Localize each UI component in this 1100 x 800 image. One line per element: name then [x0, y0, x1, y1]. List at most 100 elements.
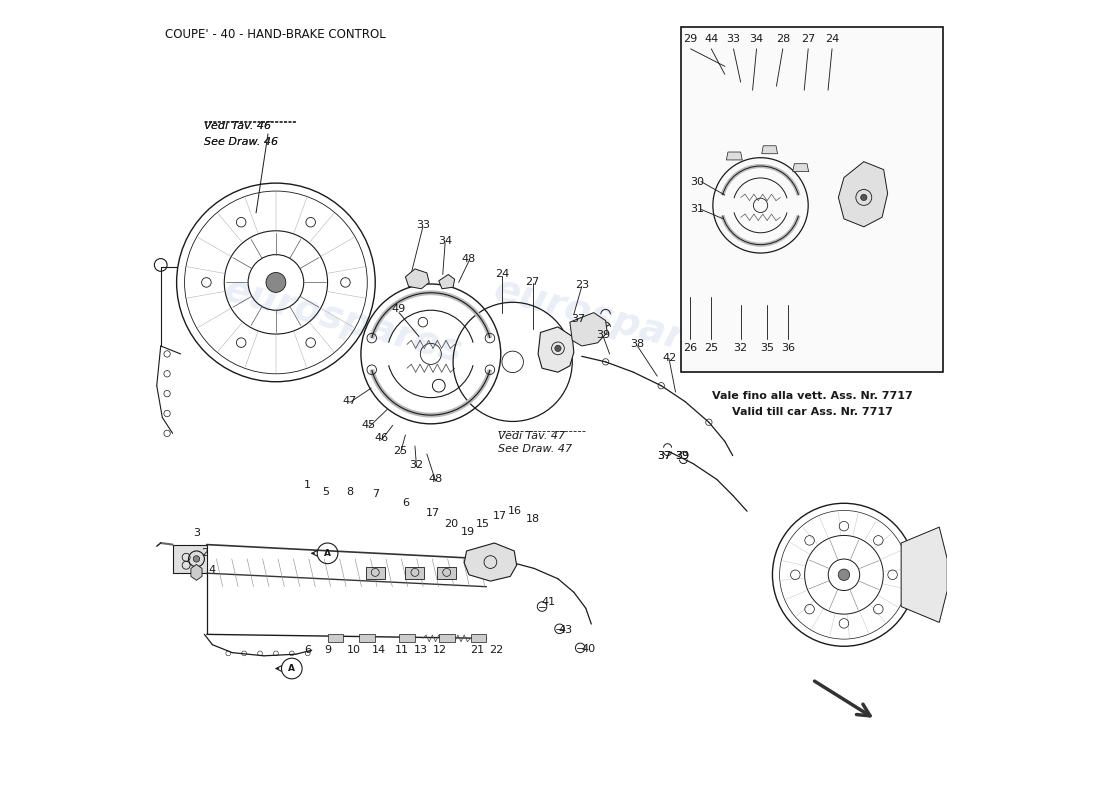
Text: 27: 27 — [801, 34, 815, 43]
Text: 43: 43 — [559, 626, 573, 635]
Polygon shape — [406, 269, 429, 289]
Text: 3: 3 — [192, 529, 200, 538]
Text: 25: 25 — [704, 343, 718, 354]
Text: 15: 15 — [475, 519, 490, 529]
Text: Vedi Tav. 46: Vedi Tav. 46 — [205, 121, 272, 131]
Text: 13: 13 — [415, 646, 428, 655]
Text: 4: 4 — [209, 565, 216, 575]
Text: 41: 41 — [541, 597, 556, 606]
Text: 33: 33 — [416, 220, 430, 230]
Text: 29: 29 — [683, 34, 697, 43]
Text: COUPE' - 40 - HAND-BRAKE CONTROL: COUPE' - 40 - HAND-BRAKE CONTROL — [165, 28, 385, 41]
Text: 37: 37 — [571, 314, 585, 324]
Text: 45: 45 — [362, 421, 376, 430]
Text: 14: 14 — [372, 646, 385, 655]
Text: A: A — [324, 549, 331, 558]
Text: Vale fino alla vett. Ass. Nr. 7717: Vale fino alla vett. Ass. Nr. 7717 — [712, 391, 913, 401]
Text: 16: 16 — [508, 506, 522, 516]
Circle shape — [554, 345, 561, 351]
Circle shape — [860, 194, 867, 201]
Text: 47: 47 — [343, 396, 356, 406]
Text: 10: 10 — [346, 646, 361, 655]
Circle shape — [266, 273, 286, 292]
Text: 11: 11 — [395, 646, 408, 655]
Text: 32: 32 — [409, 460, 424, 470]
Text: 35: 35 — [760, 343, 774, 354]
Text: 2: 2 — [201, 547, 208, 558]
Text: 6: 6 — [305, 646, 311, 655]
Text: eurospares: eurospares — [490, 270, 737, 370]
Text: See Draw. 47: See Draw. 47 — [498, 444, 572, 454]
Polygon shape — [191, 565, 202, 580]
Text: 5: 5 — [322, 487, 330, 497]
Polygon shape — [173, 545, 207, 573]
Text: 34: 34 — [749, 34, 763, 43]
Text: 23: 23 — [574, 280, 589, 290]
Text: 24: 24 — [495, 270, 509, 279]
Text: 32: 32 — [734, 343, 748, 354]
Text: See Draw. 46: See Draw. 46 — [205, 137, 278, 147]
Text: 40: 40 — [581, 645, 595, 654]
Polygon shape — [437, 567, 456, 578]
Text: 19: 19 — [461, 527, 475, 537]
Text: 12: 12 — [433, 646, 448, 655]
Text: 36: 36 — [781, 343, 795, 354]
Text: 49: 49 — [392, 305, 406, 314]
Text: Vedi Tav. 47: Vedi Tav. 47 — [498, 430, 565, 441]
Polygon shape — [464, 543, 517, 581]
Text: 21: 21 — [470, 646, 484, 655]
Text: 24: 24 — [825, 34, 839, 43]
Polygon shape — [365, 567, 385, 578]
Text: 26: 26 — [683, 343, 697, 354]
Polygon shape — [901, 527, 947, 622]
Text: 17: 17 — [493, 511, 507, 521]
Polygon shape — [471, 634, 486, 642]
Polygon shape — [399, 634, 415, 642]
Circle shape — [188, 551, 205, 567]
Text: 48: 48 — [462, 254, 476, 264]
Text: 39: 39 — [675, 450, 690, 461]
Text: 38: 38 — [630, 339, 645, 350]
Polygon shape — [360, 634, 375, 642]
Text: 37: 37 — [658, 450, 671, 461]
Text: Vedi Tav. 46: Vedi Tav. 46 — [205, 121, 272, 131]
Text: 34: 34 — [438, 236, 452, 246]
Text: 46: 46 — [374, 433, 388, 443]
Text: 8: 8 — [346, 487, 353, 497]
Polygon shape — [538, 327, 574, 372]
Polygon shape — [761, 146, 778, 154]
Polygon shape — [793, 164, 808, 172]
Text: See Draw. 46: See Draw. 46 — [205, 137, 278, 147]
Text: 7: 7 — [372, 489, 378, 498]
Text: A: A — [288, 664, 295, 673]
Text: 9: 9 — [324, 646, 331, 655]
Text: eurospares: eurospares — [220, 270, 468, 370]
Text: 39: 39 — [596, 330, 611, 340]
Text: 1: 1 — [305, 480, 311, 490]
Circle shape — [194, 556, 200, 562]
Polygon shape — [726, 152, 742, 160]
FancyBboxPatch shape — [681, 26, 944, 372]
Text: 31: 31 — [690, 204, 704, 214]
Polygon shape — [439, 274, 454, 289]
Text: 39: 39 — [675, 450, 690, 461]
Text: 48: 48 — [429, 474, 442, 485]
Text: 18: 18 — [526, 514, 540, 524]
Text: 44: 44 — [704, 34, 718, 43]
Polygon shape — [838, 162, 888, 227]
Text: 20: 20 — [444, 519, 459, 529]
Polygon shape — [328, 634, 343, 642]
Text: 27: 27 — [526, 277, 540, 286]
Text: 17: 17 — [426, 508, 440, 518]
Text: 25: 25 — [394, 446, 408, 456]
Polygon shape — [406, 567, 425, 578]
Text: 37: 37 — [658, 450, 671, 461]
Text: 33: 33 — [726, 34, 740, 43]
Polygon shape — [439, 634, 454, 642]
Circle shape — [838, 569, 849, 581]
Text: 22: 22 — [488, 646, 503, 655]
Text: 6: 6 — [402, 498, 409, 508]
Polygon shape — [570, 313, 607, 346]
Text: 42: 42 — [662, 353, 676, 363]
Text: 30: 30 — [690, 177, 704, 186]
